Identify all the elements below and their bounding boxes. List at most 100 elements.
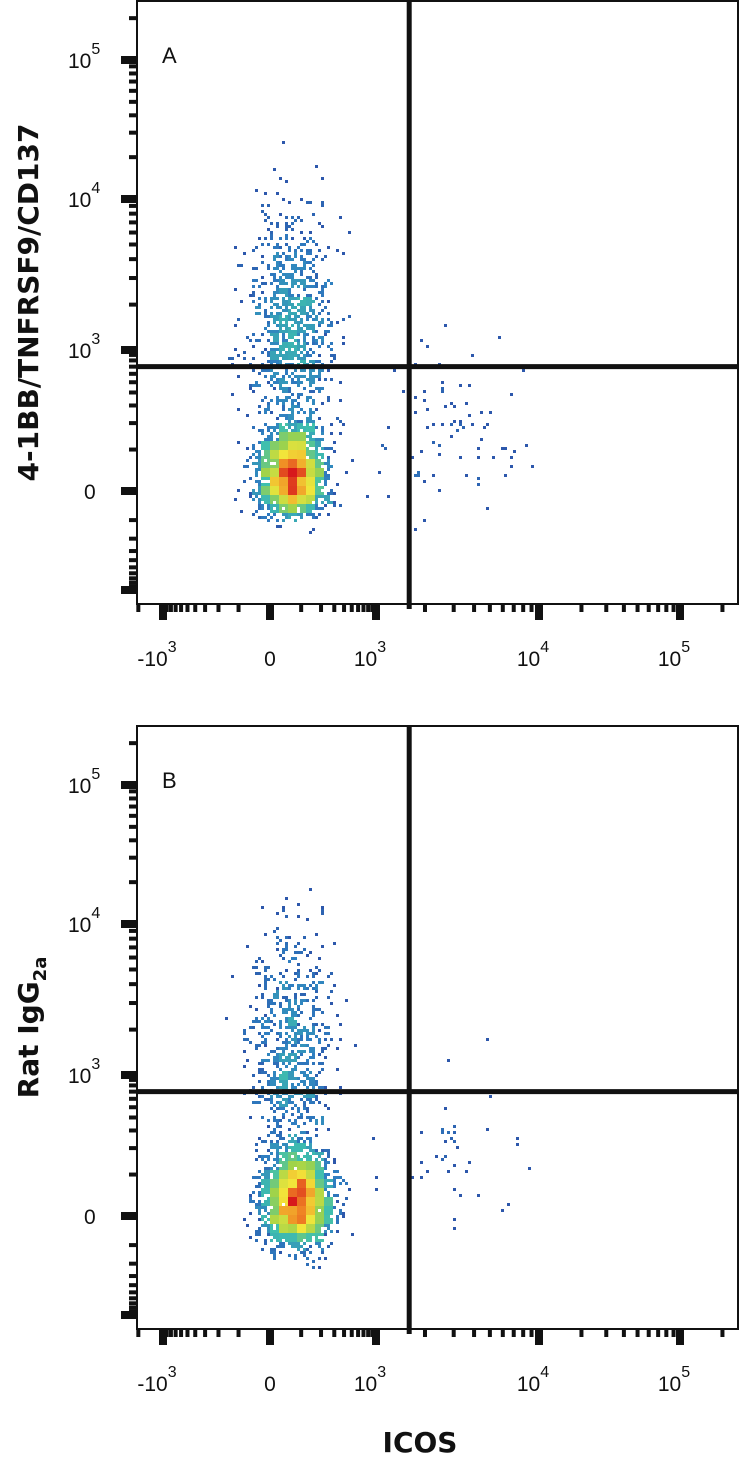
data-point xyxy=(462,426,465,429)
data-point xyxy=(282,486,285,489)
y-major-tick xyxy=(121,195,137,203)
data-point xyxy=(312,1227,315,1230)
data-point xyxy=(300,1167,303,1170)
data-point xyxy=(288,483,291,486)
y-minor-tick xyxy=(129,571,137,576)
data-point xyxy=(330,1209,333,1212)
data-point xyxy=(324,1197,327,1200)
data-point xyxy=(288,960,291,963)
data-point xyxy=(264,369,267,372)
data-point xyxy=(324,1206,327,1209)
data-point xyxy=(270,441,273,444)
data-point xyxy=(267,498,270,501)
data-point xyxy=(261,1071,264,1074)
data-point xyxy=(306,1044,309,1047)
data-point xyxy=(321,1086,324,1089)
data-point xyxy=(279,441,282,444)
x-minor-tick xyxy=(299,604,304,612)
data-point xyxy=(312,1152,315,1155)
data-point xyxy=(309,1233,312,1236)
data-point xyxy=(258,1095,261,1098)
data-point xyxy=(261,456,264,459)
data-point xyxy=(312,390,315,393)
data-point xyxy=(273,483,276,486)
data-point xyxy=(309,252,312,255)
y-minor-tick xyxy=(129,390,137,395)
data-point xyxy=(276,1125,279,1128)
data-points xyxy=(225,888,531,1269)
data-point xyxy=(300,300,303,303)
data-point xyxy=(294,453,297,456)
data-point xyxy=(309,1218,312,1221)
data-point xyxy=(414,396,417,399)
data-point xyxy=(279,354,282,357)
data-point xyxy=(303,429,306,432)
data-point xyxy=(276,1053,279,1056)
x-minor-tick xyxy=(500,1329,505,1337)
data-point xyxy=(306,1221,309,1224)
y-axis-title-subscript: 2a xyxy=(30,957,51,982)
data-point xyxy=(282,1230,285,1233)
data-point xyxy=(291,459,294,462)
data-point xyxy=(279,972,282,975)
data-point xyxy=(294,501,297,504)
data-point xyxy=(276,1140,279,1143)
data-point xyxy=(318,1053,321,1056)
data-point xyxy=(312,987,315,990)
data-point xyxy=(294,1140,297,1143)
data-point xyxy=(282,357,285,360)
data-point xyxy=(291,1074,294,1077)
data-point xyxy=(453,420,456,423)
data-point xyxy=(315,486,318,489)
data-point xyxy=(291,264,294,267)
data-point xyxy=(294,1026,297,1029)
data-point xyxy=(531,465,534,468)
data-point xyxy=(294,1056,297,1059)
data-point xyxy=(285,495,288,498)
data-point xyxy=(300,1212,303,1215)
data-point xyxy=(309,297,312,300)
data-point xyxy=(324,1230,327,1233)
x-tick-base: -10 xyxy=(137,1373,167,1396)
data-point xyxy=(486,423,489,426)
data-point xyxy=(279,432,282,435)
data-point xyxy=(291,222,294,225)
data-point xyxy=(285,1206,288,1209)
data-point xyxy=(294,426,297,429)
data-point xyxy=(318,1029,321,1032)
data-point xyxy=(315,933,318,936)
y-minor-tick xyxy=(129,403,137,408)
data-point xyxy=(291,282,294,285)
y-tick-exponent: 3 xyxy=(91,1056,100,1073)
data-point xyxy=(270,399,273,402)
data-point xyxy=(303,1107,306,1110)
data-point xyxy=(255,279,258,282)
data-point xyxy=(276,1197,279,1200)
data-point xyxy=(258,1203,261,1206)
data-point xyxy=(312,1056,315,1059)
data-point xyxy=(297,1107,300,1110)
data-point xyxy=(327,1209,330,1212)
data-point xyxy=(309,1017,312,1020)
data-point xyxy=(291,1023,294,1026)
data-point xyxy=(264,444,267,447)
data-point xyxy=(312,1086,315,1089)
data-point xyxy=(285,513,288,516)
data-point xyxy=(309,1194,312,1197)
data-point xyxy=(327,465,330,468)
data-point xyxy=(342,336,345,339)
data-point xyxy=(333,1158,336,1161)
data-point xyxy=(288,1035,291,1038)
data-point xyxy=(297,1239,300,1242)
data-point xyxy=(321,177,324,180)
data-point xyxy=(324,1221,327,1224)
data-point xyxy=(285,1197,288,1200)
data-point xyxy=(267,360,270,363)
data-point xyxy=(270,1131,273,1134)
data-point xyxy=(282,390,285,393)
data-point xyxy=(285,180,288,183)
data-point xyxy=(321,906,324,909)
data-point xyxy=(291,1053,294,1056)
data-point xyxy=(303,282,306,285)
data-point xyxy=(270,1167,273,1170)
